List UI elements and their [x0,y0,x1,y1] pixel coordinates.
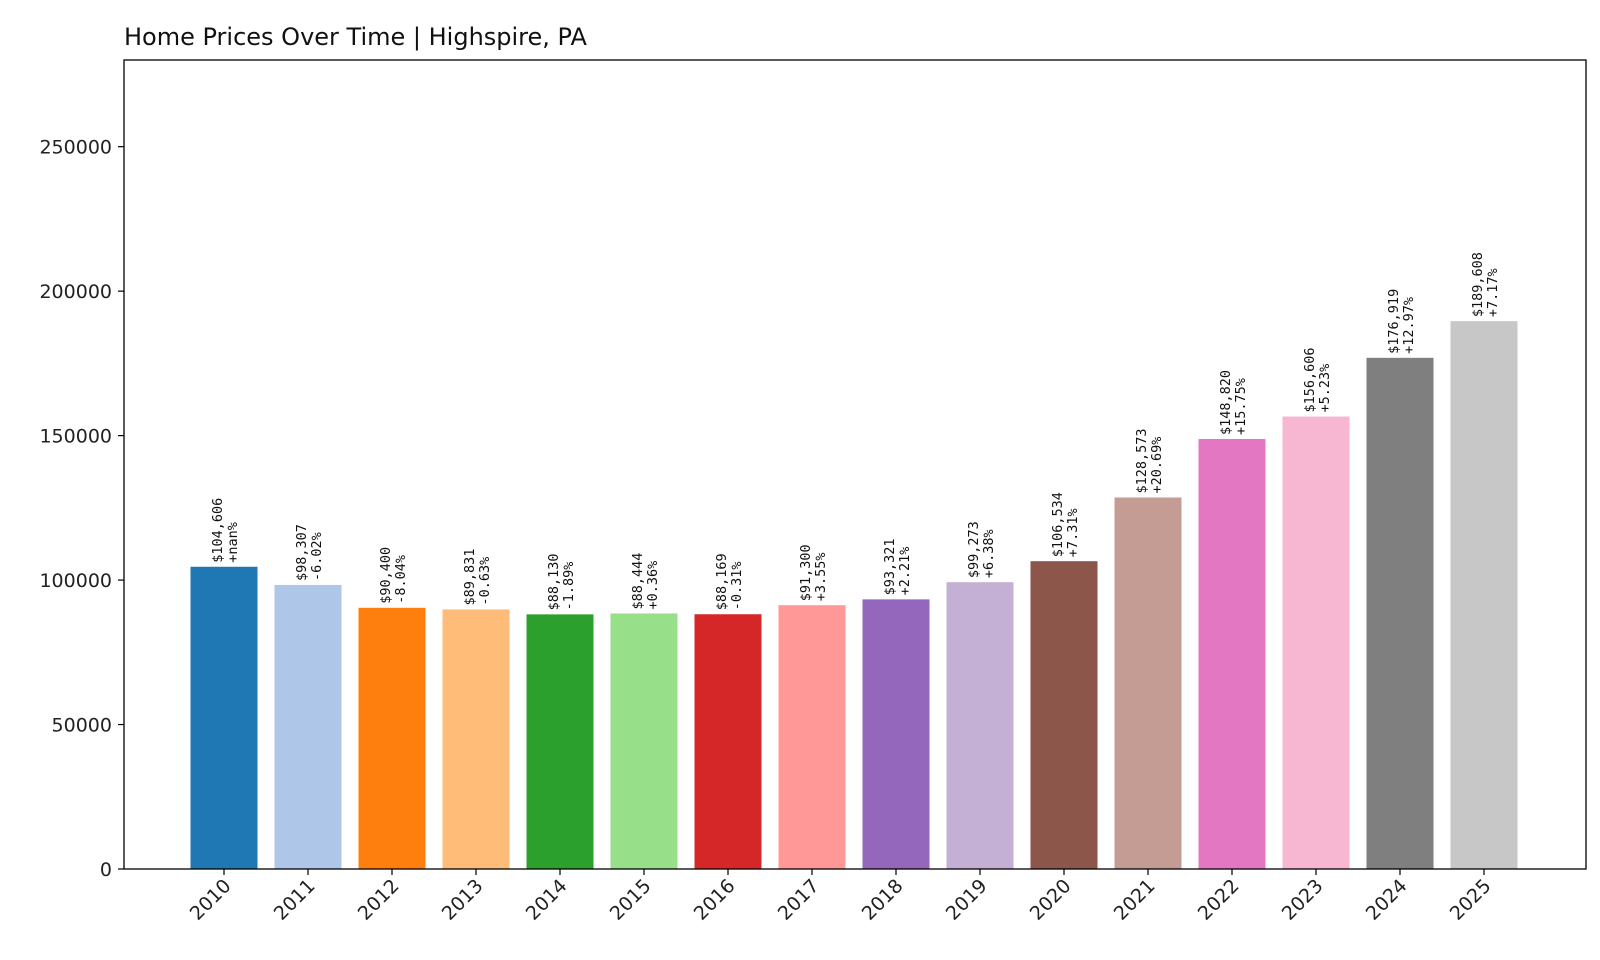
x-tick-label-2023: 2023 [1278,875,1328,925]
x-tick-label-2011: 2011 [270,875,320,925]
x-tick-label-2012: 2012 [354,875,404,925]
bar-label-2013: $89,831 -0.63% [462,549,493,606]
bar-2011 [274,584,342,869]
x-tick-label-2016: 2016 [690,875,740,925]
bar-label-2010: $104,606 +nan% [210,498,241,563]
change-label: +12.97% [1401,297,1417,354]
change-label: -0.31% [729,561,745,610]
bar-label-2011: $98,307 -6.02% [294,524,325,581]
value-label: $106,534 [1050,492,1066,557]
x-tick-label-2018: 2018 [858,875,908,925]
y-tick-label-200000: 200000 [39,281,112,303]
change-label: -6.02% [309,532,325,581]
bar-label-2018: $93,321 +2.21% [882,538,913,595]
value-label: $88,169 [714,553,730,610]
x-tick-label-2015: 2015 [606,875,656,925]
value-label: $156,606 [1302,347,1318,412]
bar-2019 [946,582,1014,869]
x-axis: 2010 2011 2012 2013 2014 2015 2016 2017 2018 2019… [186,869,1496,925]
change-label: +nan% [225,522,241,563]
bar-label-2016: $88,169 -0.31% [714,553,745,610]
bar-2013 [442,609,510,869]
chart-title: Home Prices Over Time | Highspire, PA [124,23,587,51]
x-tick-label-2024: 2024 [1362,875,1412,925]
x-tick-label-2020: 2020 [1026,875,1076,925]
bar-2020 [1030,561,1098,869]
bar-label-2021: $128,573 +20.69% [1134,428,1165,493]
value-label: $89,831 [462,549,478,606]
bar-2021 [1114,497,1182,869]
value-label: $91,300 [798,544,814,601]
y-axis: 0 50000 100000 150000 200000 250000 [39,137,124,881]
y-tick-label-150000: 150000 [39,426,112,448]
x-tick-label-2013: 2013 [438,875,488,925]
change-label: +2.21% [897,547,913,596]
x-tick-label-2021: 2021 [1110,875,1160,925]
value-label: $189,608 [1470,252,1486,317]
y-tick-label-0: 0 [100,859,112,881]
bar-label-2023: $156,606 +5.23% [1302,347,1333,412]
x-tick-label-2010: 2010 [186,875,236,925]
bar-2014 [526,614,594,869]
bar-label-2020: $106,534 +7.31% [1050,492,1081,557]
value-label: $88,130 [546,553,562,610]
x-tick-label-2014: 2014 [522,875,572,925]
x-tick-label-2022: 2022 [1194,875,1244,925]
bar-label-2012: $90,400 -8.04% [378,547,409,604]
x-tick-label-2025: 2025 [1446,875,1496,925]
change-label: -8.04% [393,555,409,604]
x-tick-label-2019: 2019 [942,875,992,925]
bar-labels-layer: $104,606 +nan% $98,307 -6.02% $90,400 -8.04% $… [210,252,1501,610]
y-tick-label-250000: 250000 [39,137,112,159]
value-label: $128,573 [1134,428,1150,493]
x-tick-label-2017: 2017 [774,875,824,925]
change-label: +5.23% [1317,364,1333,413]
bars-layer [190,321,1518,869]
bar-2023 [1282,416,1350,869]
value-label: $93,321 [882,538,898,595]
value-label: $104,606 [210,498,226,563]
value-label: $99,273 [966,521,982,578]
change-label: +3.55% [813,552,829,601]
bar-label-2015: $88,444 +0.36% [630,553,661,610]
bar-label-2024: $176,919 +12.97% [1386,289,1417,354]
value-label: $88,444 [630,553,646,610]
bar-label-2022: $148,820 +15.75% [1218,370,1249,435]
bar-2012 [358,607,426,869]
change-label: +7.17% [1485,268,1501,317]
change-label: +6.38% [981,529,997,578]
bar-label-2014: $88,130 -1.89% [546,553,577,610]
bar-label-2017: $91,300 +3.55% [798,544,829,601]
bar-2025 [1450,321,1518,869]
bar-2016 [694,614,762,869]
bar-2018 [862,599,930,869]
change-label: +20.69% [1149,437,1165,494]
change-label: +15.75% [1233,378,1249,435]
bar-label-2019: $99,273 +6.38% [966,521,997,578]
value-label: $148,820 [1218,370,1234,435]
bar-2010 [190,566,258,869]
value-label: $90,400 [378,547,394,604]
y-tick-label-100000: 100000 [39,570,112,592]
bar-label-2025: $189,608 +7.17% [1470,252,1501,317]
change-label: -0.63% [477,557,493,606]
y-tick-label-50000: 50000 [52,715,112,737]
bar-2022 [1198,439,1266,869]
change-label: -1.89% [561,562,577,611]
plot-frame [123,59,1587,870]
bar-2015 [610,613,678,869]
value-label: $176,919 [1386,289,1402,354]
bar-2024 [1366,357,1434,869]
change-label: +0.36% [645,561,661,610]
change-label: +7.31% [1065,508,1081,557]
value-label: $98,307 [294,524,310,581]
bar-2017 [778,605,846,869]
